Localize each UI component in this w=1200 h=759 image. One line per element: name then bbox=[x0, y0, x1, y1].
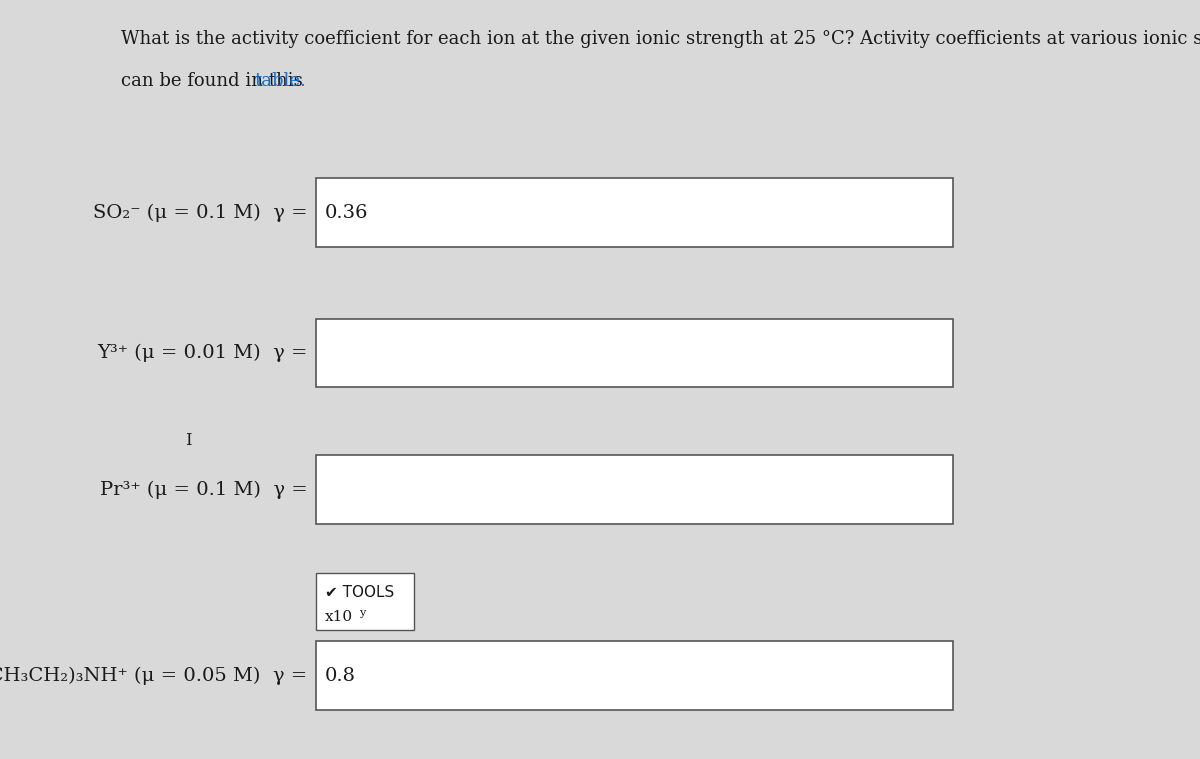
Text: Pr³⁺ (μ = 0.1 M)  γ =: Pr³⁺ (μ = 0.1 M) γ = bbox=[100, 480, 307, 499]
Text: can be found in this: can be found in this bbox=[121, 72, 308, 90]
FancyBboxPatch shape bbox=[316, 641, 953, 710]
Text: ✔ TOOLS: ✔ TOOLS bbox=[325, 584, 394, 600]
Text: (CH₃CH₂)₃NH⁺ (μ = 0.05 M)  γ =: (CH₃CH₂)₃NH⁺ (μ = 0.05 M) γ = bbox=[0, 666, 307, 685]
FancyBboxPatch shape bbox=[316, 455, 953, 524]
Text: I: I bbox=[186, 432, 192, 449]
Text: 0.36: 0.36 bbox=[325, 203, 368, 222]
FancyBboxPatch shape bbox=[316, 178, 953, 247]
Text: can be found in this: can be found in this bbox=[121, 72, 308, 90]
FancyBboxPatch shape bbox=[316, 319, 953, 387]
Text: SO₂⁻ (μ = 0.1 M)  γ =: SO₂⁻ (μ = 0.1 M) γ = bbox=[94, 203, 307, 222]
Text: 0.8: 0.8 bbox=[325, 666, 355, 685]
Text: What is the activity coefficient for each ion at the given ionic strength at 25 : What is the activity coefficient for eac… bbox=[121, 30, 1200, 49]
Text: x10: x10 bbox=[325, 610, 353, 624]
Text: Y³⁺ (μ = 0.01 M)  γ =: Y³⁺ (μ = 0.01 M) γ = bbox=[97, 344, 307, 362]
FancyBboxPatch shape bbox=[316, 573, 414, 630]
Text: y: y bbox=[360, 608, 366, 619]
Text: table.: table. bbox=[254, 72, 306, 90]
